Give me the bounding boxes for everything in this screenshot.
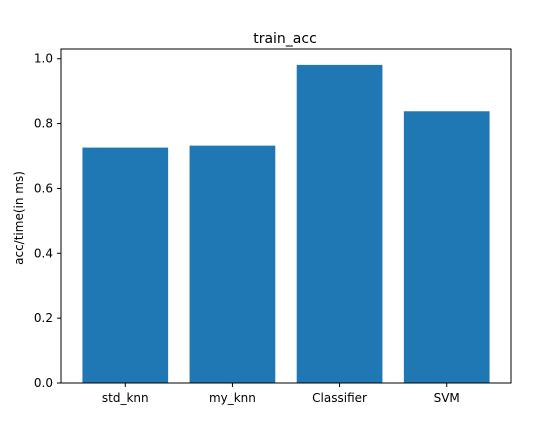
bar-std-knn [82,147,169,383]
plot-frame [60,48,512,384]
x-tick-label: my_knn [209,391,256,405]
y-tick-label: 0.6 [34,181,53,195]
y-tick-label: 0.8 [34,117,53,131]
y-axis: 0.0 0.2 0.4 0.6 0.8 1.0 [34,52,61,390]
y-tick-label: 0.4 [34,246,53,260]
bar-svm [403,111,490,383]
x-tick-label: std_knn [102,391,149,405]
y-tick-label: 0.0 [34,376,53,390]
y-tick-label: 0.2 [34,311,53,325]
x-axis: std_knn my_knn Classifier SVM [102,383,460,405]
chart-title: train_acc [253,31,317,47]
bar-my-knn [189,145,276,383]
bar-classifier [296,64,383,383]
y-tick-label: 1.0 [34,52,53,66]
x-tick-label: Classifier [312,391,367,405]
x-tick-label: SVM [434,391,460,405]
y-axis-label: acc/time(in ms) [12,171,26,265]
bars-layer [82,64,490,383]
